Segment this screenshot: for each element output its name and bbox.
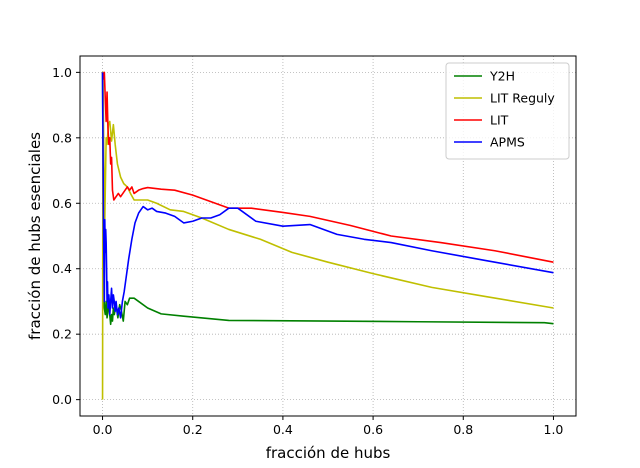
x-tick-label: 0.0 [93,422,113,437]
legend: Y2H LIT Reguly LIT APMS [445,62,570,160]
x-tick-label: 0.6 [363,422,383,437]
axis-ticks: 0.0 0.2 0.4 0.6 0.8 1.0 0.0 0.2 0.4 0.6 0.8 1.0 [52,65,563,437]
y-tick-label: 0.4 [52,261,72,276]
legend-label-lit: LIT [490,113,509,128]
x-tick-label: 0.2 [183,422,203,437]
x-tick-label: 0.8 [453,422,473,437]
legend-label-y2h: Y2H [489,69,515,84]
series-line-lit [101,71,554,263]
x-axis-label: fracción de hubs [266,444,391,462]
series-line-lit-reguly [101,71,554,400]
legend-label-apms: APMS [490,135,525,150]
legend-label-lit-reguly: LIT Reguly [490,91,555,106]
series-line-apms [101,72,554,319]
y-tick-label: 0.0 [52,392,72,407]
series-lines [101,71,554,400]
y-axis-label: fracción de hubs esenciales [26,132,44,340]
legend-box [445,62,570,160]
y-tick-label: 0.6 [52,196,72,211]
y-tick-label: 0.2 [52,327,72,342]
y-tick-label: 1.0 [52,65,72,80]
x-tick-label: 0.4 [273,422,293,437]
plot-frame [79,55,577,417]
y-tick-label: 0.8 [52,130,72,145]
x-tick-label: 1.0 [544,422,564,437]
